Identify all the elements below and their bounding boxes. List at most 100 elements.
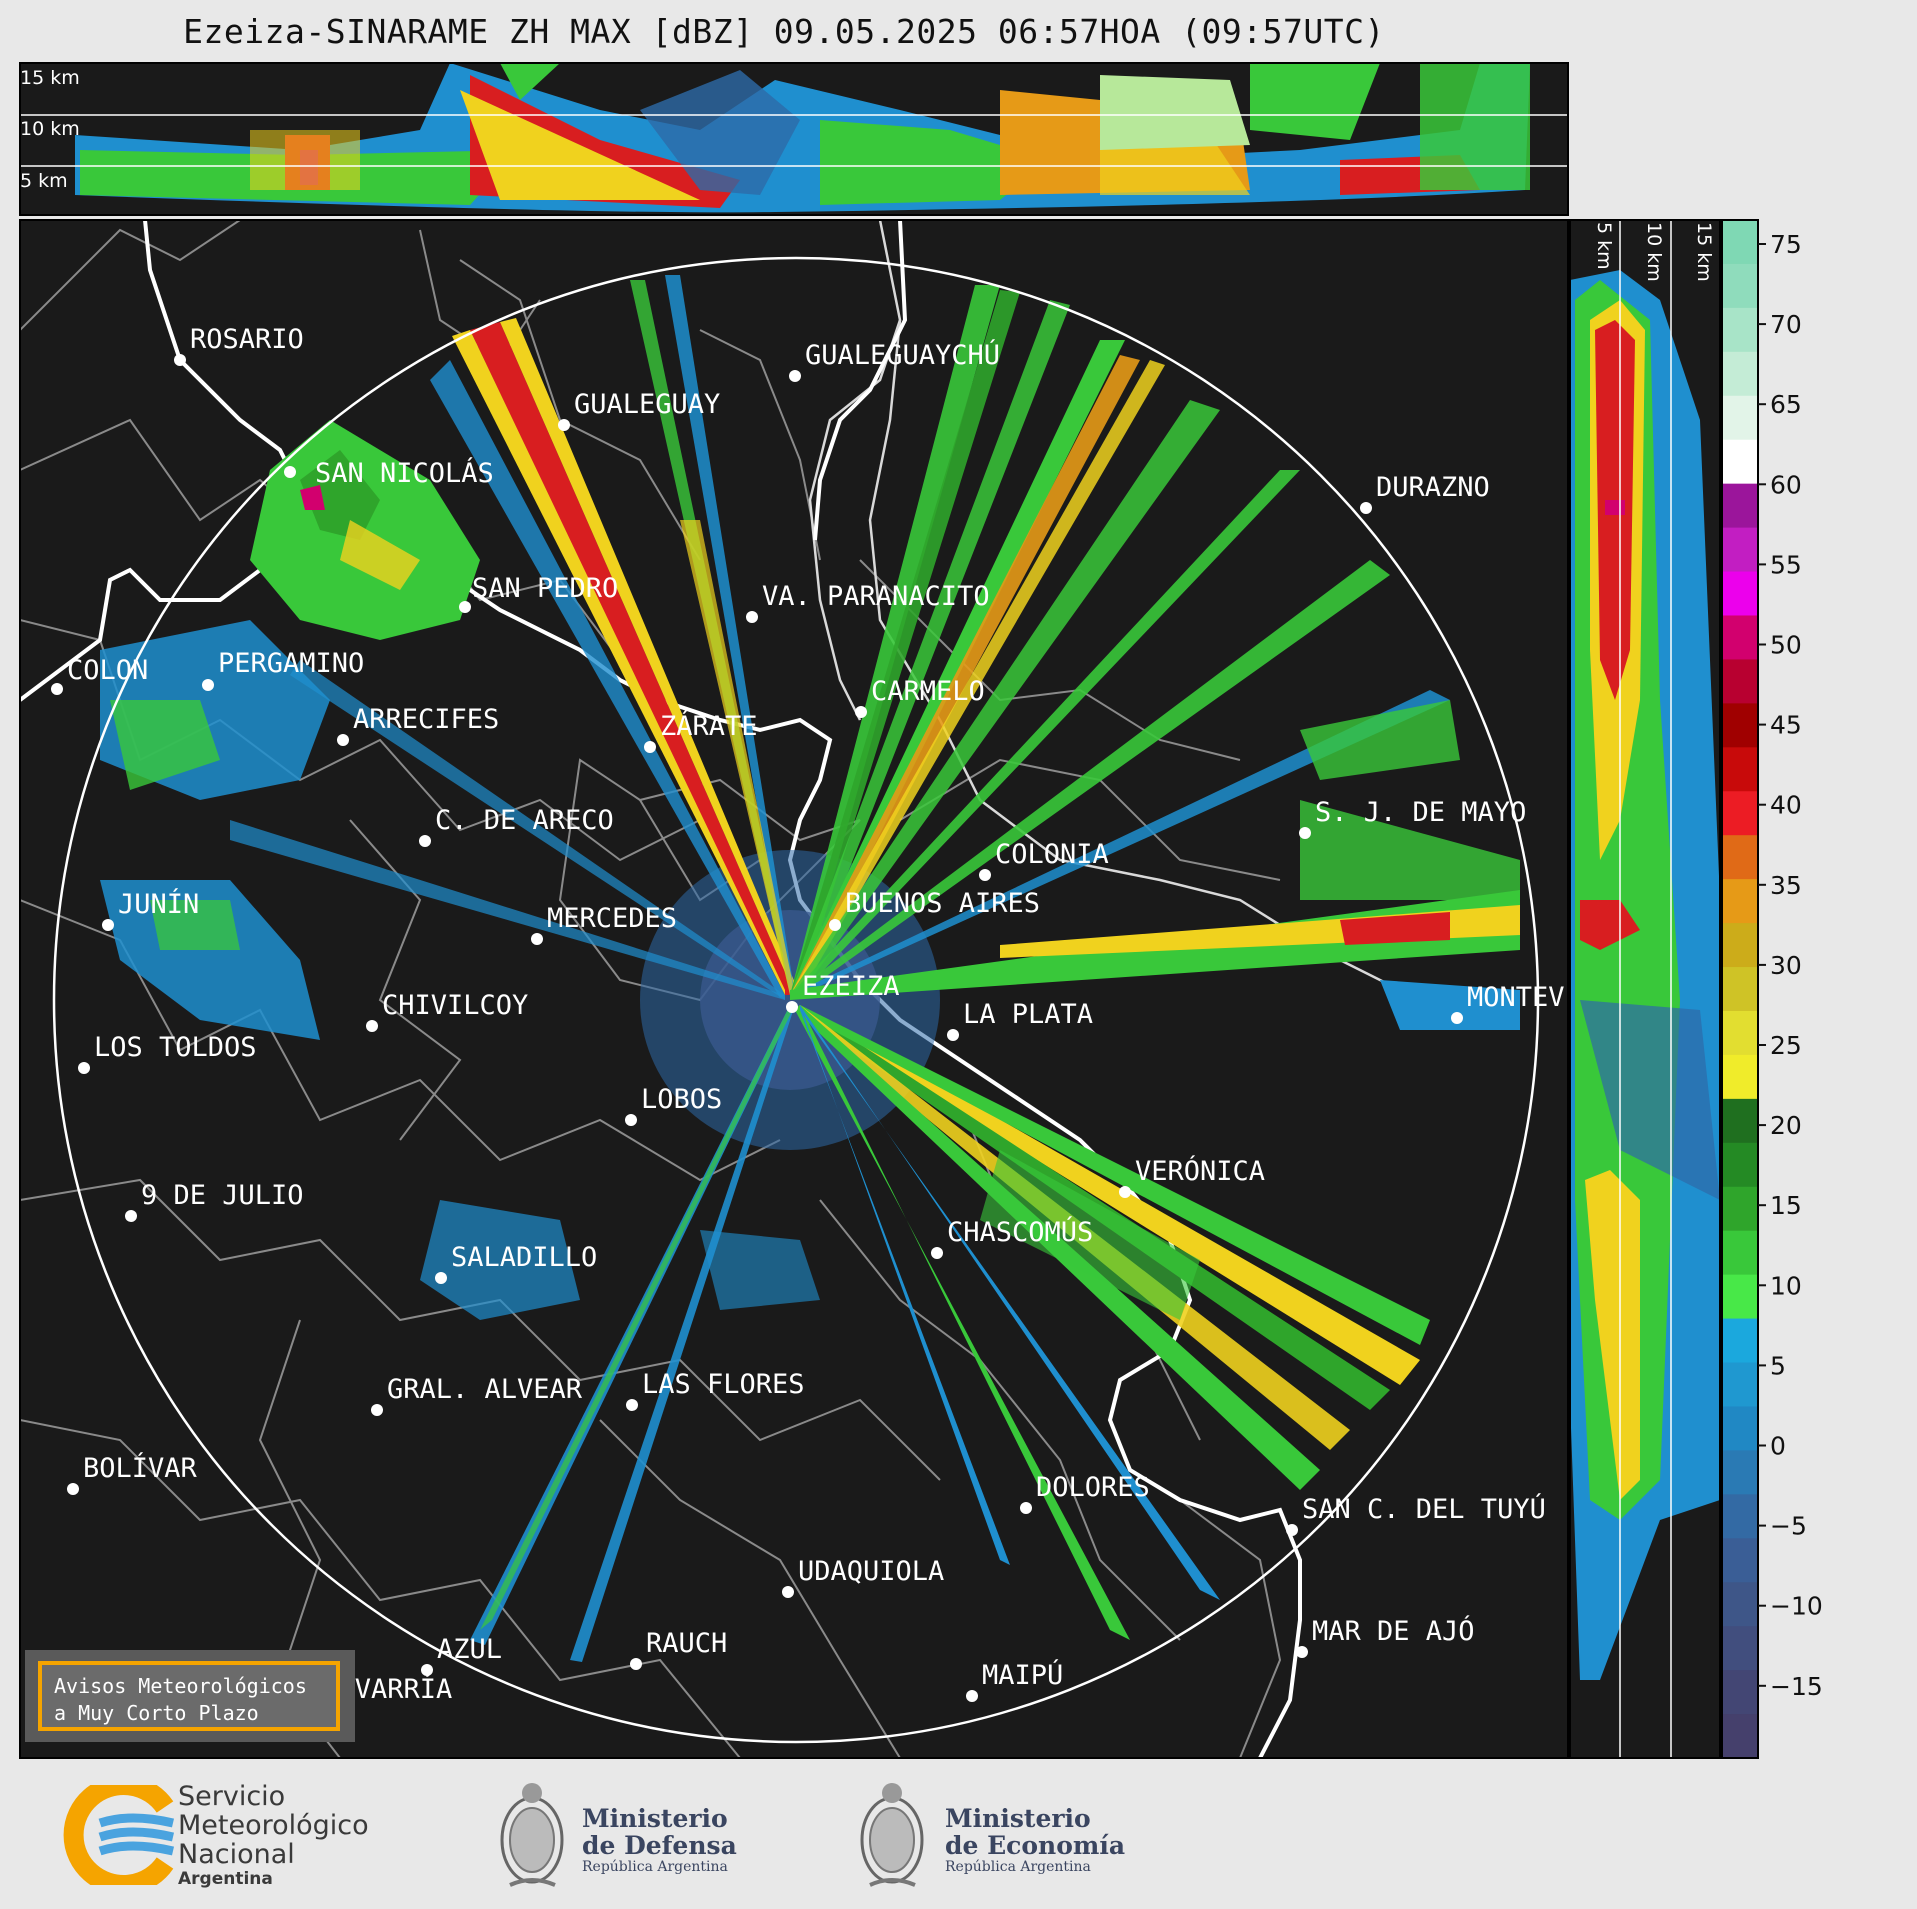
city-dot xyxy=(947,1029,959,1041)
colorbar-tick-label: 35 xyxy=(1770,871,1802,900)
city-dot xyxy=(337,734,349,746)
city-dot xyxy=(786,1001,798,1013)
city-label: DOLORES xyxy=(1036,1472,1150,1503)
colorbar-tick-label: −5 xyxy=(1770,1512,1807,1541)
city-label: PERGAMINO xyxy=(218,648,364,679)
city-dot xyxy=(67,1483,79,1495)
colorbar-segment xyxy=(1722,220,1758,265)
colorbar-segment xyxy=(1722,439,1758,485)
colorbar-tick-label: 20 xyxy=(1770,1111,1802,1140)
colorbar-segment xyxy=(1722,1274,1758,1320)
radar-echoes xyxy=(100,275,1520,1662)
defensa-line3: República Argentina xyxy=(582,1859,728,1875)
city-dot xyxy=(782,1586,794,1598)
city-dot xyxy=(435,1272,447,1284)
city-dot xyxy=(1451,1012,1463,1024)
city-markers: ROSARIO GUALEGUAYCHÚ GUALEGUAY SAN NICOLÁS D… xyxy=(51,324,1565,1716)
city-label: AZUL xyxy=(437,1634,502,1665)
colorbar-segment xyxy=(1722,263,1758,309)
colorbar-segment xyxy=(1722,1582,1758,1627)
top-label-5km: 5 km xyxy=(20,170,68,192)
city-label: JUNÍN xyxy=(118,888,199,920)
city-dot xyxy=(966,1690,978,1702)
economia-line1: Ministerio xyxy=(945,1804,1091,1833)
city-label: GRAL. ALVEAR xyxy=(387,1374,583,1405)
colorbar-segment xyxy=(1722,923,1758,968)
city-label: ROSARIO xyxy=(190,324,304,355)
colorbar-segment xyxy=(1722,483,1758,529)
economia-line2: de Economía xyxy=(945,1831,1126,1860)
city-label: GUALEGUAY xyxy=(574,389,720,420)
city-dot xyxy=(625,1114,637,1126)
smn-logo-text: Servicio Meteorológico Nacional Argentin… xyxy=(178,1782,369,1889)
smn-logo-icon xyxy=(63,1785,175,1885)
top-cross-section-echoes xyxy=(75,63,1530,213)
city-label: SAN PEDRO xyxy=(472,573,618,604)
city-label: COLONIA xyxy=(995,839,1109,870)
smn-line2: Meteorológico xyxy=(178,1810,369,1841)
colorbar-segment xyxy=(1722,1362,1758,1407)
colorbar-segment xyxy=(1722,1406,1758,1451)
colorbar-tick-label: 55 xyxy=(1770,550,1802,579)
colorbar-tick-label: 0 xyxy=(1770,1432,1786,1461)
colorbar-tick-label: 30 xyxy=(1770,951,1802,980)
city-label: C. DE ARECO xyxy=(435,805,614,836)
city-dot xyxy=(202,679,214,691)
city-label: RAUCH xyxy=(646,1628,727,1659)
range-ring xyxy=(52,256,1540,1744)
colorbar-segment xyxy=(1722,395,1758,441)
colorbar-tick-label: −10 xyxy=(1770,1592,1823,1621)
colorbar-segment xyxy=(1722,1670,1758,1715)
city-label: CHASCOMÚS xyxy=(947,1216,1093,1248)
city-dot xyxy=(459,601,471,613)
avisos-button[interactable]: Avisos Meteorológicos a Muy Corto Plazo xyxy=(38,1661,340,1731)
city-dot xyxy=(644,741,656,753)
colorbar-segment xyxy=(1722,1230,1758,1276)
city-label: COLON xyxy=(67,655,148,686)
city-label: SALADILLO xyxy=(451,1242,597,1273)
colorbar-segment xyxy=(1722,1010,1758,1056)
colorbar-tick-label: 25 xyxy=(1770,1031,1802,1060)
colorbar-segment xyxy=(1722,351,1758,397)
colorbar-segment xyxy=(1722,1098,1758,1144)
defensa-logo-text: Ministerio de Defensa República Argentin… xyxy=(582,1805,737,1875)
colorbar-segment xyxy=(1722,1538,1758,1583)
city-dot xyxy=(1360,502,1372,514)
smn-line1: Servicio xyxy=(178,1781,286,1812)
city-dot xyxy=(1119,1186,1131,1198)
colorbar-segment xyxy=(1722,1054,1758,1100)
side-cross-section-echoes xyxy=(1570,270,1720,1680)
colorbar-segment xyxy=(1722,967,1758,1012)
colorbar-tick-label: 40 xyxy=(1770,791,1802,820)
side-label-10km: 10 km xyxy=(1643,222,1665,282)
city-dot xyxy=(630,1658,642,1670)
avisos-line1: Avisos Meteorológicos xyxy=(54,1674,307,1698)
colorbar-segment xyxy=(1722,659,1758,704)
city-label: VERÓNICA xyxy=(1135,1155,1265,1187)
city-label: MERCEDES xyxy=(547,903,677,934)
city-dot xyxy=(855,706,867,718)
city-label: BUENOS AIRES xyxy=(845,888,1040,919)
city-label: LOS TOLDOS xyxy=(94,1032,257,1063)
city-label: SAN NICOLÁS xyxy=(315,457,494,489)
colorbar-tick-label: 60 xyxy=(1770,470,1802,499)
city-dot xyxy=(174,354,186,366)
city-dot xyxy=(931,1247,943,1259)
economia-seal-icon xyxy=(860,1783,924,1887)
city-label: BOLÍVAR xyxy=(83,1452,198,1484)
colorbar-segment xyxy=(1722,1494,1758,1539)
smn-line4: Argentina xyxy=(178,1869,273,1889)
city-dot xyxy=(78,1062,90,1074)
city-dot xyxy=(51,683,63,695)
city-dot xyxy=(1286,1524,1298,1536)
city-dot xyxy=(419,835,431,847)
colorbar-segment xyxy=(1722,1318,1758,1364)
city-label: S. J. DE MAYO xyxy=(1315,797,1526,828)
side-label-15km: 15 km xyxy=(1693,222,1715,282)
city-label: UDAQUIOLA xyxy=(798,1556,944,1587)
city-label: SAN C. DEL TUYÚ xyxy=(1302,1493,1546,1525)
colorbar-segment xyxy=(1722,835,1758,880)
city-label: 9 DE JULIO xyxy=(141,1180,304,1211)
